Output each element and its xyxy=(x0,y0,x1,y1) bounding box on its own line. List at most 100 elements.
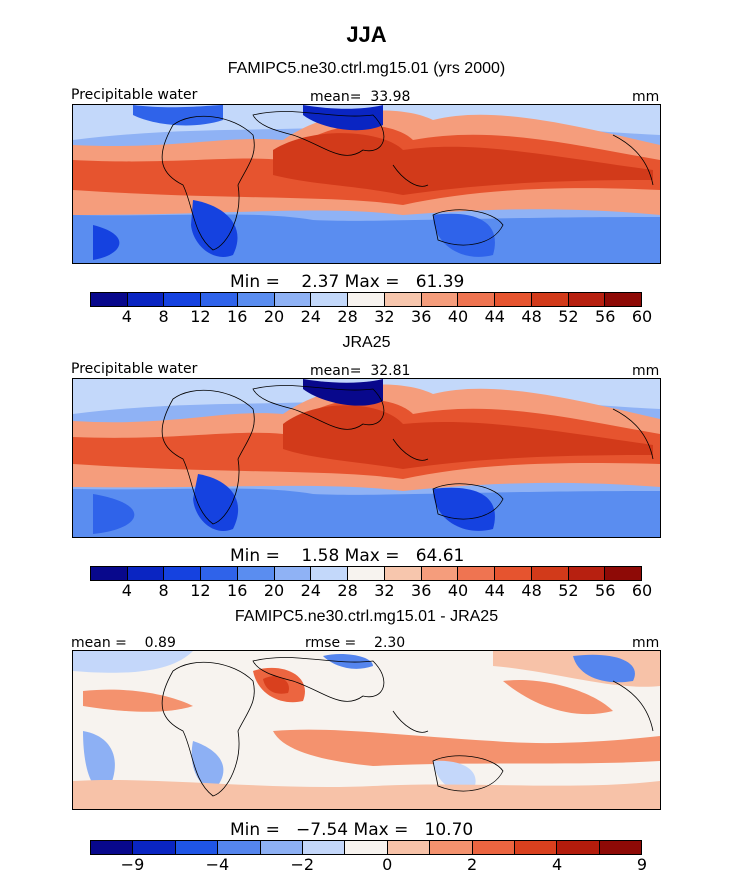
colorbar-tick-label: 0 xyxy=(382,855,393,874)
colorbar-swatch xyxy=(421,293,459,306)
colorbar-swatch xyxy=(311,293,349,306)
colorbar-swatch xyxy=(201,567,238,580)
panel-3-min-max: Min = −7.54 Max = 10.70 xyxy=(230,820,474,840)
colorbar-swatch xyxy=(605,567,642,580)
colorbar-swatch xyxy=(218,841,261,854)
colorbar-swatch xyxy=(175,841,219,854)
colorbar-tick-label: 12 xyxy=(190,307,211,326)
colorbar-tick-label: 8 xyxy=(158,581,169,600)
panel-3-map xyxy=(72,650,661,810)
panel-2-min-max: Min = 1.58 Max = 64.61 xyxy=(230,546,465,566)
colorbar-tick-label: 56 xyxy=(595,307,616,326)
colorbar-tick-label: 36 xyxy=(411,307,432,326)
panel-1-map xyxy=(72,104,661,264)
colorbar-tick-label: −2 xyxy=(290,855,315,874)
colorbar-tick-label: 36 xyxy=(411,581,432,600)
colorbar-swatch xyxy=(514,841,558,854)
colorbar-swatch xyxy=(133,841,176,854)
colorbar-swatch xyxy=(237,293,275,306)
panel-1-colorbar xyxy=(90,292,642,307)
figure-title: JJA xyxy=(346,22,387,47)
colorbar-tick-label: 56 xyxy=(595,581,616,600)
colorbar-tick-label: 24 xyxy=(300,307,321,326)
colorbar-tick-label: 2 xyxy=(467,855,478,874)
colorbar-swatch xyxy=(164,567,202,580)
colorbar-tick-label: 32 xyxy=(374,307,395,326)
colorbar-tick-label: 16 xyxy=(227,581,248,600)
colorbar-swatch xyxy=(387,841,431,854)
colorbar-tick-label: 12 xyxy=(190,581,211,600)
colorbar-tick-label: 28 xyxy=(337,581,358,600)
panel-1-variable-label: Precipitable water xyxy=(71,87,198,103)
colorbar-swatch xyxy=(237,567,275,580)
colorbar-swatch xyxy=(531,567,569,580)
colorbar-tick-label: 44 xyxy=(484,581,505,600)
colorbar-tick-label: 4 xyxy=(121,581,132,600)
colorbar-swatch xyxy=(91,293,128,306)
colorbar-swatch xyxy=(274,567,312,580)
panel-2-colorbar-ticks: 4 8 12 16 20 24 28 32 36 40 44 48 52 56 60 xyxy=(90,581,652,601)
colorbar-tick-label: 48 xyxy=(521,581,542,600)
colorbar-tick-label: 52 xyxy=(558,307,579,326)
panel-3-rmse-label: rmse = 2.30 xyxy=(305,635,406,651)
panel-1-mean-label: mean= 33.98 xyxy=(310,89,411,105)
colorbar-swatch xyxy=(495,293,532,306)
panel-3-colorbar-ticks: −9 −4 −2 0 2 4 9 xyxy=(90,855,647,875)
colorbar-swatch xyxy=(260,841,303,854)
colorbar-swatch xyxy=(201,293,238,306)
colorbar-tick-label: 52 xyxy=(558,581,579,600)
colorbar-swatch xyxy=(345,841,388,854)
colorbar-tick-label: 16 xyxy=(227,307,248,326)
colorbar-tick-label: 4 xyxy=(121,307,132,326)
colorbar-swatch xyxy=(164,293,202,306)
colorbar-tick-label: 20 xyxy=(263,307,285,326)
panel-1-units: mm xyxy=(632,89,660,105)
panel-2-colorbar xyxy=(90,566,642,581)
colorbar-swatch xyxy=(302,841,346,854)
colorbar-swatch xyxy=(605,293,642,306)
colorbar-swatch xyxy=(91,841,134,854)
panel-2-subtitle: JRA25 xyxy=(342,334,391,351)
colorbar-tick-label: 48 xyxy=(521,307,542,326)
colorbar-tick-label: 28 xyxy=(337,307,358,326)
colorbar-swatch xyxy=(91,567,128,580)
panel-1-contour-plot xyxy=(73,105,660,263)
colorbar-swatch xyxy=(568,293,606,306)
colorbar-swatch xyxy=(458,293,496,306)
panel-3-colorbar xyxy=(90,840,642,855)
colorbar-tick-label: 44 xyxy=(484,307,505,326)
colorbar-swatch xyxy=(557,841,600,854)
colorbar-tick-label: 24 xyxy=(300,581,321,600)
colorbar-tick-label: 9 xyxy=(636,855,648,874)
colorbar-swatch xyxy=(430,841,473,854)
colorbar-tick-label: 32 xyxy=(374,581,395,600)
colorbar-swatch xyxy=(384,567,422,580)
colorbar-swatch xyxy=(348,567,385,580)
colorbar-swatch xyxy=(599,841,642,854)
colorbar-swatch xyxy=(274,293,312,306)
colorbar-tick-label: 40 xyxy=(447,581,469,600)
colorbar-swatch xyxy=(127,567,165,580)
panel-3-units: mm xyxy=(632,635,660,651)
colorbar-swatch xyxy=(311,567,349,580)
colorbar-swatch xyxy=(421,567,459,580)
colorbar-swatch xyxy=(531,293,569,306)
panel-3-mean-label: mean = 0.89 xyxy=(71,635,176,651)
panel-1-min-max: Min = 2.37 Max = 61.39 xyxy=(230,272,465,292)
panel-1-subtitle: FAMIPC5.ne30.ctrl.mg15.01 (yrs 2000) xyxy=(227,60,506,77)
colorbar-swatch xyxy=(472,841,515,854)
panel-2-units: mm xyxy=(632,363,660,379)
colorbar-tick-label: 60 xyxy=(631,581,653,600)
colorbar-tick-label: 60 xyxy=(631,307,653,326)
colorbar-swatch xyxy=(568,567,606,580)
panel-2-variable-label: Precipitable water xyxy=(71,361,198,377)
panel-3-contour-plot xyxy=(73,651,660,809)
panel-2-map xyxy=(72,378,661,538)
colorbar-tick-label: 8 xyxy=(158,307,169,326)
colorbar-tick-label: 20 xyxy=(263,581,285,600)
colorbar-tick-label: −4 xyxy=(205,855,230,874)
panel-1-colorbar-ticks: 4 8 12 16 20 24 28 32 36 40 44 48 52 56 60 xyxy=(90,307,652,327)
colorbar-swatch xyxy=(127,293,165,306)
colorbar-swatch xyxy=(384,293,422,306)
panel-2-contour-plot xyxy=(73,379,660,537)
